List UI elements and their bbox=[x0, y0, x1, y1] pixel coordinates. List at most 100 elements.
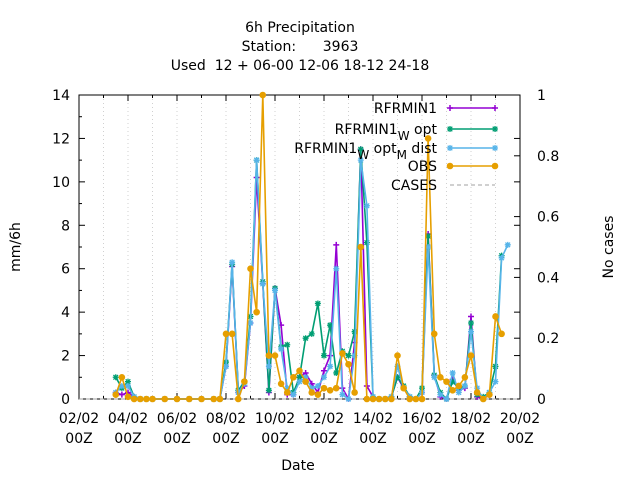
chart-title-line: Used 12 + 06-00 12-06 18-12 24-18 bbox=[171, 58, 429, 74]
data-point bbox=[112, 374, 119, 381]
x-tick-label: 00Z bbox=[114, 431, 141, 447]
data-point bbox=[308, 385, 315, 392]
data-point bbox=[314, 391, 322, 398]
data-point bbox=[443, 378, 450, 385]
data-point bbox=[228, 330, 236, 338]
y-tick-label: 0 bbox=[61, 392, 70, 408]
data-point bbox=[308, 330, 315, 337]
legend-marker bbox=[492, 126, 498, 132]
legend-marker bbox=[447, 105, 453, 111]
x-axis: 02/02 00Z 04/02 00Z 06/02 00Z 08/02 00Z 10/02 00Z… bbox=[59, 95, 540, 447]
data-point bbox=[418, 395, 426, 403]
y-axis: 0 2 4 6 8 10 12 14 bbox=[52, 88, 520, 408]
data-point bbox=[314, 300, 321, 307]
data-point bbox=[321, 374, 327, 381]
x-tick-label: 00Z bbox=[65, 431, 92, 447]
x-tick-label: 14/02 bbox=[353, 411, 393, 427]
x-tick-label: 00Z bbox=[212, 431, 239, 447]
data-point bbox=[375, 395, 383, 403]
data-point bbox=[265, 387, 272, 394]
data-point bbox=[351, 352, 358, 359]
data-point bbox=[296, 374, 303, 381]
data-point bbox=[339, 350, 346, 357]
y2-tick-label: 0.2 bbox=[537, 331, 559, 347]
data-point bbox=[118, 373, 126, 381]
data-point bbox=[498, 330, 505, 338]
data-point bbox=[492, 378, 499, 385]
data-point bbox=[381, 395, 389, 403]
x-tick-label: 10/02 bbox=[255, 411, 295, 427]
data-point bbox=[302, 374, 309, 381]
data-point bbox=[437, 373, 444, 381]
data-point bbox=[290, 373, 297, 381]
data-point bbox=[455, 382, 463, 390]
data-point bbox=[492, 313, 499, 320]
data-point bbox=[400, 384, 407, 392]
x-tick-label: 00Z bbox=[408, 431, 435, 447]
x-tick-label: 04/02 bbox=[108, 411, 148, 427]
data-point bbox=[125, 382, 131, 389]
data-point bbox=[277, 380, 285, 388]
data-point bbox=[124, 393, 132, 401]
legend-text-part: opt bbox=[410, 122, 438, 138]
data-point bbox=[424, 135, 432, 142]
data-point bbox=[449, 387, 456, 394]
legend-text-part: dist bbox=[407, 141, 438, 157]
chart-title: 6h Precipitation Station: 3963 Used 12 +… bbox=[171, 20, 429, 74]
data-point bbox=[437, 391, 444, 398]
legend-text-part: M bbox=[397, 148, 407, 162]
x-tick-label: 00Z bbox=[506, 431, 533, 447]
data-point bbox=[430, 330, 438, 338]
data-point bbox=[345, 396, 352, 402]
data-point bbox=[321, 352, 327, 359]
y-tick-label: 2 bbox=[61, 349, 70, 365]
data-point bbox=[314, 382, 321, 389]
y-tick-label: 4 bbox=[61, 305, 70, 321]
data-point bbox=[272, 287, 278, 294]
x-tick-label: 00Z bbox=[457, 431, 484, 447]
x-tick-label: 06/02 bbox=[157, 411, 197, 427]
data-point bbox=[290, 391, 297, 398]
x-tick-label: 16/02 bbox=[402, 411, 442, 427]
x-tick-label: 12/02 bbox=[304, 411, 344, 427]
legend-marker bbox=[447, 145, 453, 151]
data-point bbox=[357, 146, 364, 153]
data-point bbox=[234, 395, 242, 403]
data-point bbox=[345, 360, 352, 368]
data-point bbox=[461, 373, 469, 381]
y-tick-label: 14 bbox=[52, 88, 70, 104]
data-point bbox=[461, 382, 468, 389]
data-point bbox=[216, 395, 224, 403]
data-point bbox=[210, 395, 218, 403]
data-point bbox=[473, 389, 481, 396]
data-point bbox=[498, 254, 505, 261]
legend-marker bbox=[447, 126, 453, 132]
data-point bbox=[425, 244, 432, 250]
data-point bbox=[332, 384, 340, 392]
x-tick-label: 00Z bbox=[163, 431, 190, 447]
data-point bbox=[259, 280, 266, 287]
data-point bbox=[222, 330, 230, 338]
x-tick-label: 00Z bbox=[261, 431, 288, 447]
data-point bbox=[449, 378, 456, 385]
data-point bbox=[486, 391, 493, 398]
data-point bbox=[363, 202, 370, 209]
y-tick-label: 6 bbox=[61, 262, 70, 278]
data-point bbox=[265, 352, 273, 359]
data-point bbox=[339, 391, 346, 398]
y-tick-label: 10 bbox=[52, 175, 70, 191]
y2-tick-label: 0 bbox=[537, 392, 546, 408]
series-line bbox=[115, 159, 509, 401]
data-point bbox=[479, 395, 487, 403]
legend-text-part: RFRMIN1 bbox=[294, 141, 357, 157]
data-point bbox=[118, 391, 125, 398]
data-point bbox=[369, 395, 377, 403]
legend-marker bbox=[446, 162, 454, 170]
data-point bbox=[198, 395, 205, 403]
data-point bbox=[394, 363, 401, 370]
data-point bbox=[357, 157, 364, 164]
data-point bbox=[247, 265, 254, 273]
data-point bbox=[431, 374, 438, 381]
